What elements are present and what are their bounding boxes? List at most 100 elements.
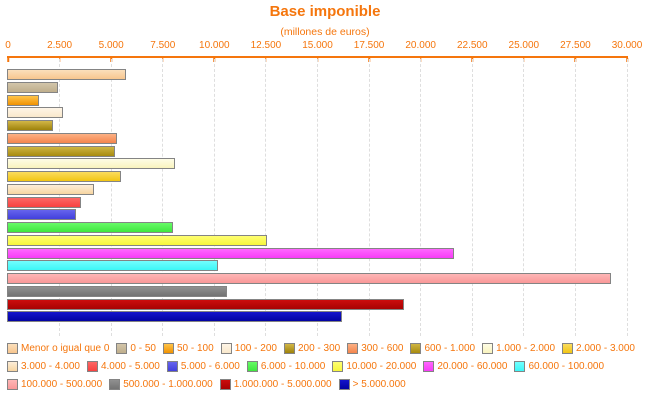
legend-color-swatch <box>220 342 232 354</box>
bar <box>7 94 40 106</box>
legend-label: Menor o igual que 0 <box>21 342 110 354</box>
legend-color-swatch <box>562 342 574 354</box>
legend-item: 300 - 600 <box>347 342 403 354</box>
legend-color-swatch <box>338 378 350 390</box>
legend-label: 600 - 1.000 <box>424 342 476 354</box>
gridline <box>471 59 473 336</box>
bar <box>7 69 127 80</box>
gridline <box>368 59 370 336</box>
legend-item: 6.000 - 10.000 <box>246 360 325 372</box>
legend-color-swatch <box>86 360 98 372</box>
legend-label: 5.000 - 6.000 <box>180 360 240 372</box>
bar <box>7 285 227 297</box>
x-tick-label: 20.000 <box>405 40 436 51</box>
legend-label: 3.000 - 4.000 <box>21 360 80 372</box>
legend-item: 4.000 - 5.000 <box>86 360 160 372</box>
bar <box>7 260 219 272</box>
bar <box>7 234 268 246</box>
legend-item: 100.000 - 500.000 <box>7 378 102 390</box>
legend-color-swatch <box>219 378 231 390</box>
legend-item: 60.000 - 100.000 <box>514 360 604 372</box>
legend-label: 4.000 - 5.000 <box>100 360 160 372</box>
legend-color-swatch <box>116 342 128 354</box>
legend-label: 100 - 200 <box>234 342 277 354</box>
legend-label: 300 - 600 <box>361 342 404 354</box>
legend-item: Menor o igual que 0 <box>7 342 109 354</box>
x-tick-label: 27.500 <box>560 40 591 51</box>
bar <box>7 183 95 195</box>
legend-label: 200 - 300 <box>297 342 341 354</box>
bar <box>7 209 76 221</box>
legend-item: 2.000 - 3.000 <box>562 342 635 354</box>
x-tick-label: 17.500 <box>353 40 385 51</box>
legend-item: 10.000 - 20.000 <box>332 360 416 372</box>
legend-item: 0 - 50 <box>116 342 156 354</box>
legend-item: > 5.000.000 <box>338 378 406 390</box>
x-tick-label: 2.500 <box>47 40 73 51</box>
bar <box>7 120 54 131</box>
gridline <box>523 59 525 336</box>
bar <box>7 247 455 259</box>
legend-item: 1.000 - 2.000 <box>482 342 555 354</box>
bar <box>7 107 63 119</box>
gridline <box>317 59 318 336</box>
x-tick-label: 15.000 <box>302 40 333 51</box>
gridline <box>626 59 628 336</box>
legend-item: 20.000 - 60.000 <box>423 360 507 372</box>
gridline <box>162 59 164 336</box>
legend-label: 50 - 100 <box>176 342 214 354</box>
legend-item: 5.000 - 6.000 <box>166 360 240 372</box>
legend-label: 1.000 - 2.000 <box>496 342 556 354</box>
legend-color-swatch <box>514 360 526 372</box>
gridline <box>110 59 112 336</box>
x-tick-label: 10.000 <box>199 40 230 51</box>
bar <box>7 81 58 93</box>
legend-color-swatch <box>482 342 494 354</box>
legend-label: 500.000 - 1.000.000 <box>123 378 213 390</box>
x-tick-label: 22.500 <box>456 40 488 51</box>
bar <box>7 171 121 182</box>
x-tick-label: 25.000 <box>508 40 540 51</box>
legend-color-swatch <box>332 360 344 372</box>
legend-label: 0 - 50 <box>130 342 156 354</box>
gridline <box>213 59 215 336</box>
x-tick-mark <box>7 58 9 62</box>
gridline <box>265 59 267 336</box>
bar <box>7 298 404 310</box>
bar <box>7 273 611 284</box>
x-tick-label: 12.500 <box>250 40 282 51</box>
x-tick-label: 7.500 <box>150 40 176 51</box>
plot-area <box>7 59 628 336</box>
legend-color-swatch <box>347 342 359 354</box>
x-axis-line <box>7 56 628 58</box>
bar <box>7 222 174 233</box>
legend-color-swatch <box>7 360 18 372</box>
legend-item: 100 - 200 <box>220 342 277 354</box>
legend-item: 500.000 - 1.000.000 <box>109 378 213 390</box>
legend-label: 1.000.000 - 5.000.000 <box>233 378 332 390</box>
bar <box>7 132 117 144</box>
legend-item: 3.000 - 4.000 <box>7 360 80 372</box>
bar <box>7 311 343 323</box>
legend-label: 60.000 - 100.000 <box>528 360 605 372</box>
legend-color-swatch <box>410 342 422 354</box>
legend-label: 100.000 - 500.000 <box>21 378 103 390</box>
legend-color-swatch <box>109 378 121 390</box>
x-axis: 0 2.500 5.000 7.500 10.000 12.500 15.000 17.500… <box>5 0 642 62</box>
x-tick-label: 5.000 <box>98 40 124 51</box>
legend-color-swatch <box>7 342 18 354</box>
legend-color-swatch <box>246 360 258 372</box>
gridline <box>420 59 422 336</box>
gridline <box>574 59 576 336</box>
legend-label: 10.000 - 20.000 <box>346 360 417 372</box>
legend-item: 1.000.000 - 5.000.000 <box>219 378 332 390</box>
legend-label: 20.000 - 60.000 <box>437 360 508 372</box>
legend-label: 2.000 - 3.000 <box>576 342 635 354</box>
legend-label: > 5.000.000 <box>352 378 406 390</box>
x-tick-label: 0 <box>5 40 11 51</box>
chart-title: Base imponible <box>269 3 381 20</box>
bar <box>7 145 115 157</box>
legend-color-swatch <box>283 342 295 354</box>
legend: Menor o igual que 0 0 - 50 50 - 100 100 - 2… <box>7 342 647 390</box>
legend-color-swatch <box>423 360 435 372</box>
